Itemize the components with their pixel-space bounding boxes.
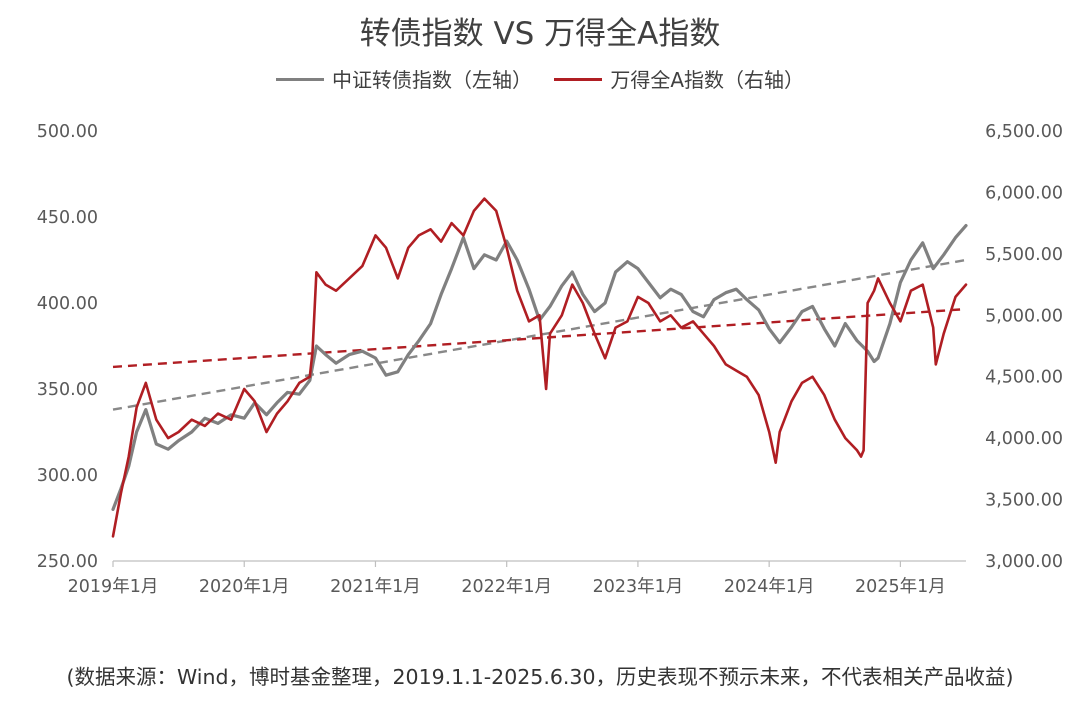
x-tick-label: 2022年1月 (461, 577, 552, 597)
legend-item-wind: 万得全A指数（右轴） (554, 64, 804, 93)
y-right-tick-label: 3,000.00 (985, 552, 1063, 572)
y-left-tick-label: 450.00 (37, 208, 98, 228)
y-left-tick-label: 300.00 (37, 466, 98, 486)
trendline-wind (112, 307, 967, 369)
y-right-tick-label: 5,000.00 (985, 306, 1063, 326)
x-tick-label: 2024年1月 (724, 577, 815, 597)
series-line-wind-all-a (111, 197, 968, 538)
x-tick-label: 2020年1月 (199, 577, 290, 597)
trendline-cb (112, 258, 967, 411)
series-line-cb-index (111, 224, 968, 511)
y-right-tick-label: 6,500.00 (985, 122, 1063, 142)
x-tick-label: 2023年1月 (593, 577, 684, 597)
y-left-tick-label: 400.00 (37, 294, 98, 314)
legend-swatch-wind (554, 78, 603, 81)
legend-label-wind: 万得全A指数（右轴） (610, 68, 805, 92)
legend-swatch-cb (275, 78, 324, 81)
x-tick-label: 2021年1月 (330, 577, 421, 597)
y-right-tick-label: 4,000.00 (985, 429, 1063, 449)
y-left-tick-label: 250.00 (37, 552, 98, 572)
legend-label-cb: 中证转债指数（左轴） (331, 68, 532, 92)
x-tick-label: 2019年1月 (68, 577, 159, 597)
y-left-tick-label: 350.00 (37, 380, 98, 400)
y-right-tick-label: 4,500.00 (985, 368, 1063, 388)
legend-item-cb: 中证转债指数（左轴） (275, 64, 532, 93)
y-right-tick-label: 5,500.00 (985, 245, 1063, 265)
y-right-tick-label: 6,000.00 (985, 183, 1063, 203)
x-tick-label: 2025年1月 (855, 577, 946, 597)
chart-title: 转债指数 VS 万得全A指数 (359, 16, 721, 52)
y-left-tick-label: 500.00 (37, 122, 98, 142)
source-note: (数据来源：Wind，博时基金整理，2019.1.1-2025.6.30，历史表… (66, 665, 1014, 689)
y-right-tick-label: 3,500.00 (985, 491, 1063, 511)
legend: 中证转债指数（左轴） 万得全A指数（右轴） (0, 64, 1080, 93)
